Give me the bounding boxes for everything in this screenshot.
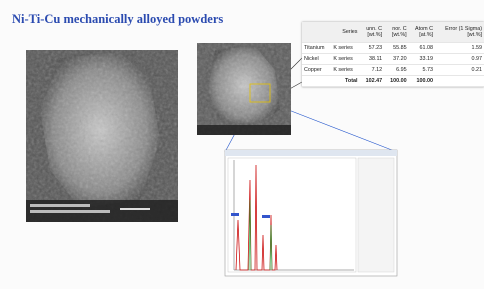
cell-text: [wt.%] <box>467 32 482 38</box>
cell-text: K series <box>333 56 352 62</box>
cell: 0.97 <box>435 54 484 65</box>
cell: K series <box>331 43 359 54</box>
sem-image-small <box>197 43 291 135</box>
cell: Total <box>331 76 359 87</box>
cell-text: 100.00 <box>390 78 407 84</box>
cell-text: 0.21 <box>472 67 483 73</box>
cell-text: [wt.%] <box>367 32 382 38</box>
slide: Ni-Ti-Cu mechanically alloyed powders Se… <box>0 0 484 289</box>
cell: 37.20 <box>384 54 409 65</box>
cell: K series <box>331 65 359 76</box>
cell-text: 37.20 <box>393 56 407 62</box>
cell-text: 102.47 <box>366 78 383 84</box>
cell <box>435 76 484 87</box>
cell-text: [wt.%] <box>392 32 407 38</box>
slide-title: Ni-Ti-Cu mechanically alloyed powders <box>12 12 223 27</box>
total-row: Total 102.47 100.00 100.00 <box>302 76 484 87</box>
cell: 7.12 <box>360 65 385 76</box>
cell: 100.00 <box>409 76 435 87</box>
cell-text: K series <box>333 67 352 73</box>
header-cell <box>302 22 331 43</box>
cell: 1.59 <box>435 43 484 54</box>
header-cell: Series <box>331 22 359 43</box>
spectrum-screenshot <box>225 150 397 276</box>
cell-text: Titanium <box>304 45 324 51</box>
data-row: Copper K series 7.12 6.95 5.73 0.21 <box>302 65 484 76</box>
cell-text: K series <box>333 45 352 51</box>
cell: Titanium <box>302 43 331 54</box>
cell: Copper <box>302 65 331 76</box>
data-row: Nickel K series 38.11 37.20 33.19 0.97 <box>302 54 484 65</box>
cell-text: 61.08 <box>420 45 434 51</box>
cell: Nickel <box>302 54 331 65</box>
cell-text: Series <box>342 29 357 35</box>
cell-text: 57.23 <box>369 45 383 51</box>
cell-text: 7.12 <box>372 67 383 73</box>
cell: 33.19 <box>409 54 435 65</box>
header-cell: Atom C[at.%] <box>409 22 435 43</box>
cell: 0.21 <box>435 65 484 76</box>
cell-text: 6.95 <box>396 67 407 73</box>
cell-text: 100.00 <box>417 78 434 84</box>
cell-text: 38.11 <box>369 56 382 62</box>
cell-text: 33.19 <box>420 56 434 62</box>
cell: 102.47 <box>360 76 385 87</box>
cell-text: 5.73 <box>423 67 434 73</box>
cell-text: Copper <box>304 67 322 73</box>
cell: 38.11 <box>360 54 385 65</box>
cell-text: Total <box>345 78 357 84</box>
sem-image-large <box>26 50 178 222</box>
cell <box>302 76 331 87</box>
cell-text: 0.97 <box>472 56 483 62</box>
header-cell: Error (1 Sigma)[wt.%] <box>435 22 484 43</box>
header-cell: nor. C[wt.%] <box>384 22 409 43</box>
header-cell: unn. C[wt.%] <box>360 22 385 43</box>
cell: 57.23 <box>360 43 385 54</box>
cell-text: Nickel <box>304 56 319 62</box>
cell-text: 1.59 <box>472 45 483 51</box>
cell: 55.85 <box>384 43 409 54</box>
cell: K series <box>331 54 359 65</box>
cell-text: 55.85 <box>393 45 407 51</box>
cell: 6.95 <box>384 65 409 76</box>
cell: 5.73 <box>409 65 435 76</box>
cell-text: [at.%] <box>419 32 433 38</box>
cell: 100.00 <box>384 76 409 87</box>
data-row: Titanium K series 57.23 55.85 61.08 1.59 <box>302 43 484 54</box>
cell: 61.08 <box>409 43 435 54</box>
